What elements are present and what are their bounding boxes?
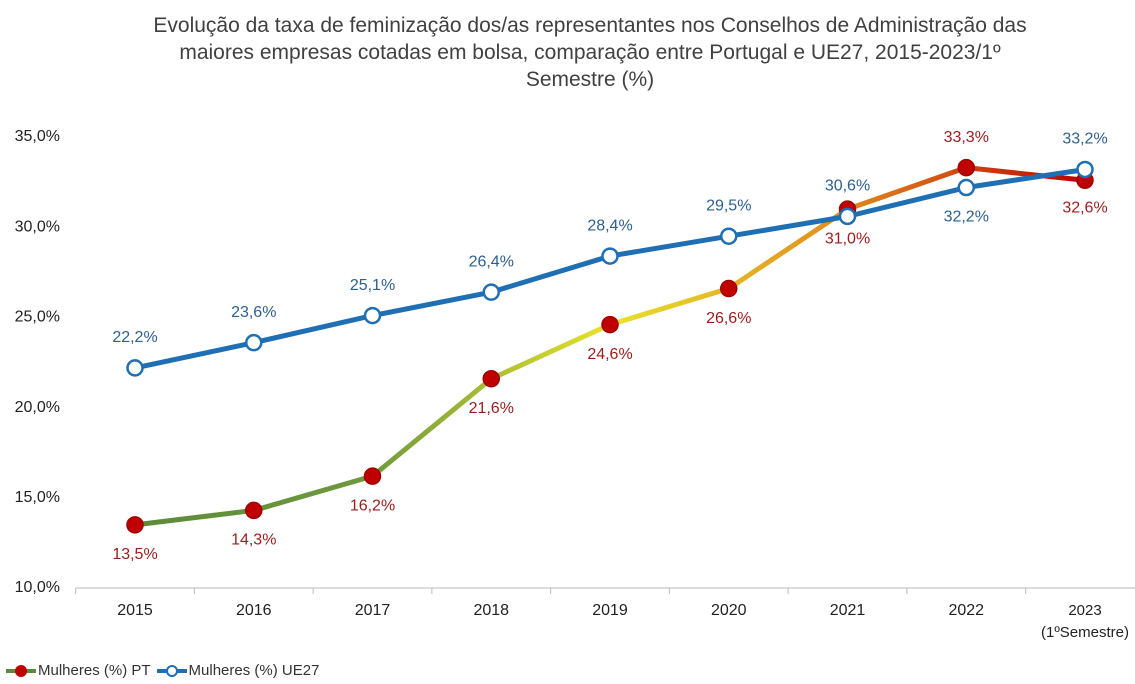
data-label: 16,2%: [350, 497, 395, 514]
y-tick-label: 15,0%: [15, 489, 60, 506]
legend: Mulheres (%) PT Mulheres (%) UE27: [4, 662, 319, 679]
point: [957, 158, 975, 177]
point: [126, 516, 144, 534]
y-tick-label: 20,0%: [15, 399, 60, 416]
data-label: 14,3%: [231, 532, 276, 549]
point: [482, 283, 500, 301]
y-tick-label: 10,0%: [15, 579, 60, 596]
point: [482, 369, 500, 388]
point: [838, 207, 857, 226]
point: [601, 315, 619, 334]
point: [245, 333, 263, 352]
data-label: 33,2%: [1062, 131, 1107, 148]
x-tick-label: 2020: [710, 602, 747, 619]
data-label: 26,4%: [469, 253, 514, 270]
y-tick-label: 35,0%: [15, 128, 60, 145]
x-tick-label: 2017: [354, 602, 391, 619]
x-tick-label: 2016: [235, 602, 272, 619]
point: [1076, 160, 1094, 179]
legend-icon: [156, 664, 187, 677]
data-label: 29,5%: [706, 197, 751, 214]
legend-icon: [6, 664, 36, 677]
data-label: 13,5%: [112, 546, 157, 563]
point: [957, 178, 975, 197]
x-tick-label: 2019: [592, 602, 628, 619]
point: [363, 306, 382, 325]
x-tick-label: 2015: [117, 602, 153, 619]
x-tick-label: 2022: [948, 602, 985, 619]
data-label: 28,4%: [587, 217, 632, 234]
data-label: 25,1%: [350, 277, 395, 294]
data-label: 24,6%: [587, 346, 632, 363]
data-label: 31,0%: [825, 230, 870, 247]
chart-title: Evolução da taxa de feminização dos/as r…: [153, 14, 1027, 91]
x-tick-label: 2018: [473, 602, 510, 619]
data-label: 32,2%: [944, 209, 989, 226]
point: [601, 247, 619, 265]
series-line: [134, 167, 1086, 371]
point: [245, 501, 263, 520]
x-tick-label: 2023 (1ºSemestre): [1040, 602, 1129, 641]
data-label: 33,3%: [944, 129, 989, 146]
data-label: 21,6%: [469, 400, 514, 417]
data-label: 30,6%: [825, 178, 870, 195]
point: [720, 279, 738, 298]
y-tick-label: 30,0%: [15, 218, 60, 235]
legend-item: Mulheres (%) UE27: [155, 662, 320, 679]
legend-label: Mulheres (%) PT: [38, 662, 151, 679]
legend-label: Mulheres (%) UE27: [188, 662, 320, 679]
point: [720, 227, 738, 245]
point: [363, 467, 382, 485]
x-tick-label: 2021: [829, 602, 866, 619]
y-tick-label: 25,0%: [15, 309, 60, 326]
data-label: 22,2%: [112, 329, 157, 346]
data-label: 23,6%: [231, 304, 276, 321]
data-label: 26,6%: [706, 310, 751, 327]
legend-item: Mulheres (%) PT: [4, 662, 151, 679]
point: [126, 359, 144, 377]
data-label: 32,6%: [1062, 200, 1107, 217]
